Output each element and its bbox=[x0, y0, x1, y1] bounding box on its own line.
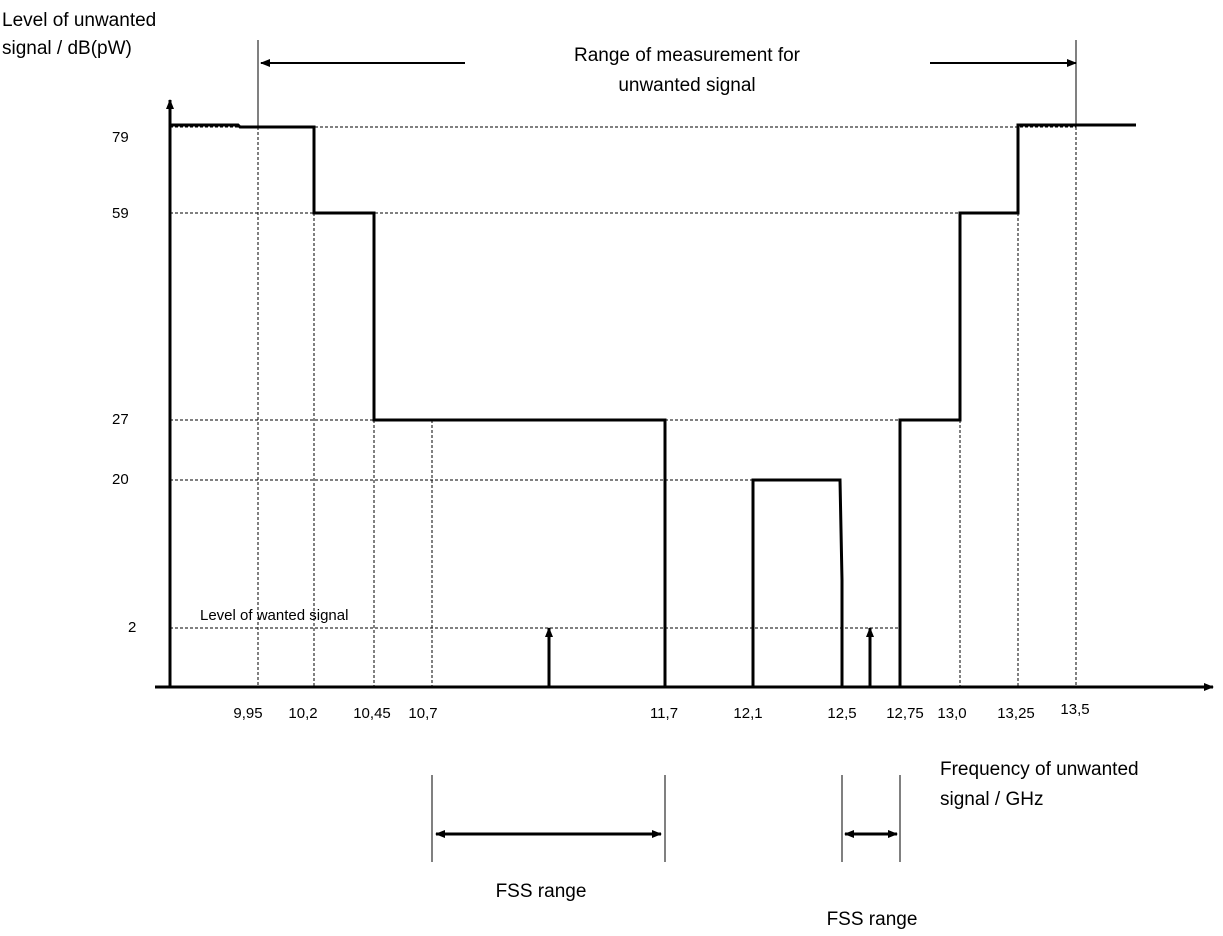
x-tick-label: 10,2 bbox=[288, 705, 317, 722]
x-tick-label: 12,75 bbox=[886, 705, 924, 722]
x-tick-label: 13,25 bbox=[997, 705, 1035, 722]
fss-range-1: FSS range bbox=[431, 775, 666, 902]
y-axis-label-line1: Level of unwanted bbox=[2, 10, 156, 31]
y-tick-label: 20 bbox=[112, 471, 129, 488]
fss-range-1-label: FSS range bbox=[496, 881, 587, 902]
x-axis-label-line1: Frequency of unwanted bbox=[940, 759, 1139, 780]
y-axis-label-line2: signal / dB(pW) bbox=[2, 38, 132, 59]
x-tick-labels: 9,95 10,2 10,45 10,7 11,7 12,1 12,5 12,7… bbox=[233, 701, 1089, 722]
x-tick-label: 10,7 bbox=[408, 705, 437, 722]
x-tick-label: 12,1 bbox=[733, 705, 762, 722]
y-tick-label: 2 bbox=[128, 619, 136, 636]
y-tick-labels: 79 59 27 20 2 bbox=[112, 129, 136, 636]
protection-mask bbox=[170, 123, 1136, 687]
fss-range-2-label: FSS range bbox=[827, 909, 918, 930]
x-axis-label-line2: signal / GHz bbox=[940, 789, 1043, 810]
x-tick-label: 9,95 bbox=[233, 705, 262, 722]
grid-lines bbox=[170, 126, 1077, 687]
x-tick-label: 13,0 bbox=[937, 705, 966, 722]
y-tick-label: 79 bbox=[112, 129, 129, 146]
range-label-line1: Range of measurement for bbox=[574, 45, 801, 66]
wanted-signal-label: Level of wanted signal bbox=[200, 607, 348, 624]
y-tick-label: 59 bbox=[112, 205, 129, 222]
x-tick-label: 13,5 bbox=[1060, 701, 1089, 718]
x-tick-label: 12,5 bbox=[827, 705, 856, 722]
x-tick-label: 10,45 bbox=[353, 705, 391, 722]
range-label-line2: unwanted signal bbox=[618, 75, 755, 96]
measurement-range-annotation: Range of measurement for unwanted signal bbox=[257, 40, 1077, 128]
x-tick-label: 11,7 bbox=[650, 705, 678, 722]
y-tick-label: 27 bbox=[112, 411, 129, 428]
fss-range-2: FSS range bbox=[827, 775, 918, 930]
